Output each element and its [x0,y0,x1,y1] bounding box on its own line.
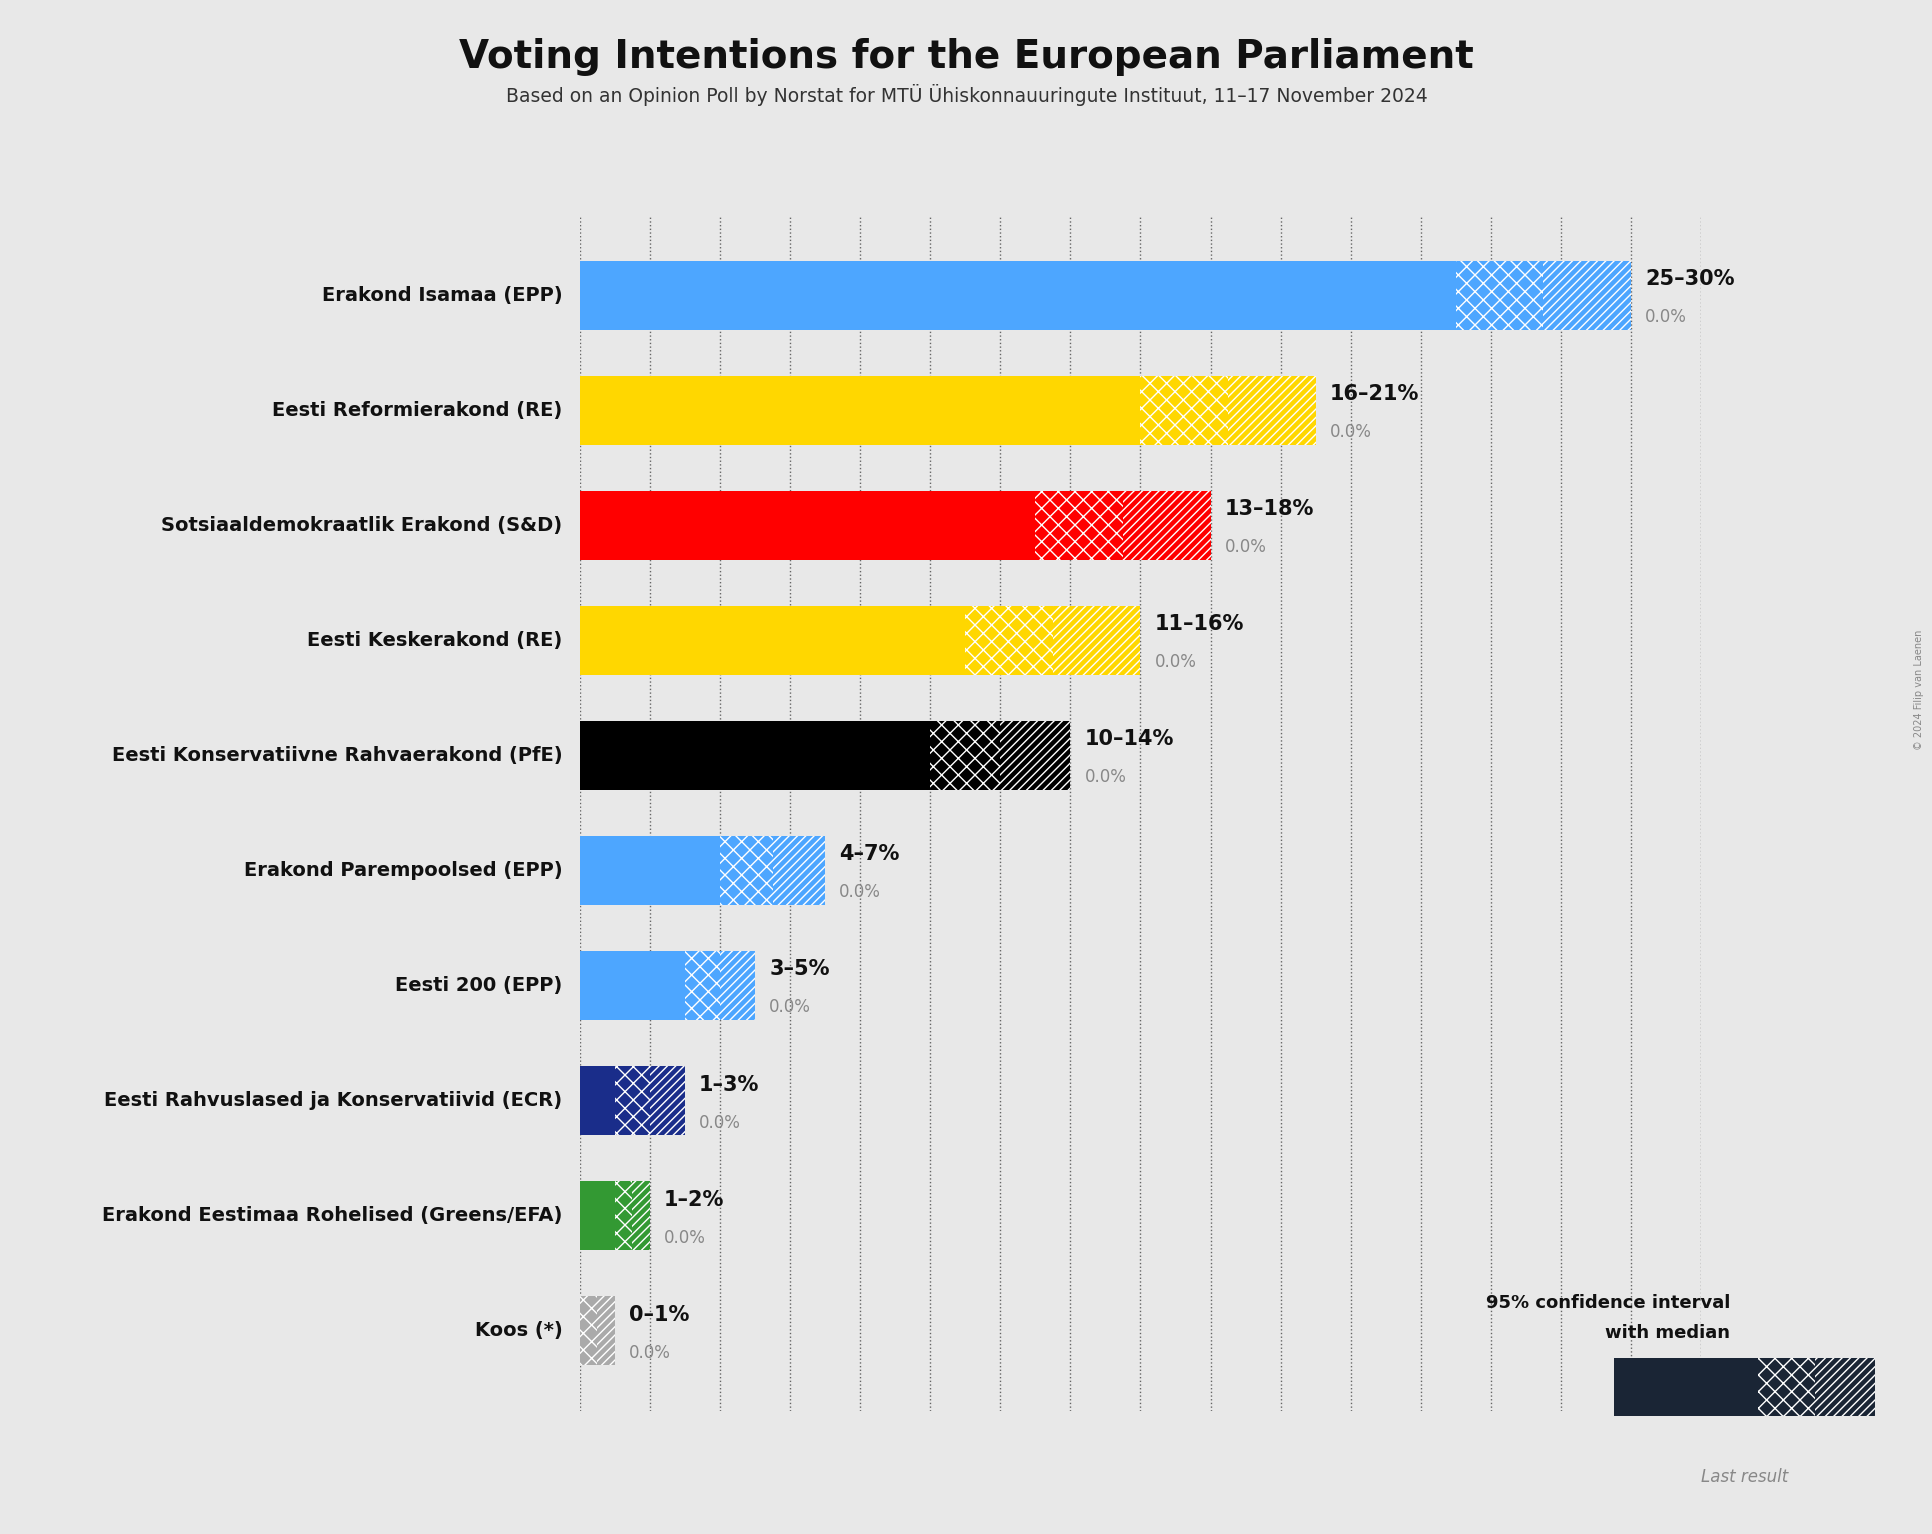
Bar [964,606,1053,675]
Bar [719,951,755,1020]
Text: 0.0%: 0.0% [1329,423,1372,442]
Bar [719,836,773,905]
Text: Voting Intentions for the European Parliament: Voting Intentions for the European Parli… [460,38,1472,77]
Bar [1542,261,1631,330]
Text: 0.0%: 0.0% [1223,538,1265,557]
Bar [1053,606,1140,675]
Bar [580,606,964,675]
Bar [1455,261,1542,330]
Bar [580,1181,614,1250]
Text: Eesti Keskerakond (RE): Eesti Keskerakond (RE) [307,630,562,650]
Text: 0.0%: 0.0% [838,884,881,902]
Text: Eesti Rahvuslased ja Konservatiivid (ECR): Eesti Rahvuslased ja Konservatiivid (ECR… [104,1091,562,1111]
Bar [580,1296,597,1365]
Text: 0.0%: 0.0% [1084,769,1126,787]
Bar [1814,1358,1874,1416]
Bar [580,836,719,905]
Bar [773,836,825,905]
Text: Erakond Isamaa (EPP): Erakond Isamaa (EPP) [321,285,562,305]
Text: Eesti Konservatiivne Rahvaerakond (PfE): Eesti Konservatiivne Rahvaerakond (PfE) [112,746,562,765]
Bar [614,1066,649,1135]
Bar [1001,721,1070,790]
Text: with median: with median [1604,1324,1729,1342]
Text: 0.0%: 0.0% [1644,308,1687,327]
Bar [614,1181,632,1250]
Text: 0.0%: 0.0% [628,1344,670,1362]
Text: 0.0%: 0.0% [1153,653,1196,672]
Text: 1–3%: 1–3% [699,1074,759,1095]
Bar [1613,1358,1756,1416]
Bar [580,1066,614,1135]
Text: Eesti 200 (EPP): Eesti 200 (EPP) [394,976,562,996]
Text: 3–5%: 3–5% [769,959,829,980]
Bar [580,951,684,1020]
Text: Based on an Opinion Poll by Norstat for MTÜ Ühiskonnauuringute Instituut, 11–17 : Based on an Opinion Poll by Norstat for … [506,84,1426,106]
Bar [1122,491,1209,560]
Bar [684,951,719,1020]
Text: Koos (*): Koos (*) [475,1321,562,1341]
Bar [597,1296,614,1365]
Bar [580,721,929,790]
Text: 11–16%: 11–16% [1153,614,1242,635]
Text: 0.0%: 0.0% [769,999,811,1017]
Text: 0.0%: 0.0% [699,1114,740,1132]
Bar [580,376,1140,445]
Text: 0.0%: 0.0% [665,1229,705,1247]
Bar [1140,376,1227,445]
Bar [649,1066,684,1135]
Bar [580,491,1036,560]
Text: 25–30%: 25–30% [1644,268,1733,290]
Text: 13–18%: 13–18% [1223,499,1314,520]
Text: Erakond Parempoolsed (EPP): Erakond Parempoolsed (EPP) [243,861,562,881]
Text: 95% confidence interval: 95% confidence interval [1486,1293,1729,1312]
Text: 1–2%: 1–2% [665,1189,724,1210]
Bar [929,721,1001,790]
Text: © 2024 Filip van Laenen: © 2024 Filip van Laenen [1913,630,1924,750]
Text: 16–21%: 16–21% [1329,384,1418,405]
Text: Eesti Reformierakond (RE): Eesti Reformierakond (RE) [272,400,562,420]
Bar [1036,491,1122,560]
Text: Last result: Last result [1700,1468,1787,1486]
Bar [1227,376,1316,445]
Bar [1756,1358,1814,1416]
Text: Sotsiaaldemokraatlik Erakond (S&D): Sotsiaaldemokraatlik Erakond (S&D) [160,515,562,535]
Text: 4–7%: 4–7% [838,844,898,865]
Text: 0–1%: 0–1% [628,1304,690,1325]
Text: 10–14%: 10–14% [1084,729,1173,750]
Bar [580,261,1455,330]
Text: Erakond Eestimaa Rohelised (Greens/EFA): Erakond Eestimaa Rohelised (Greens/EFA) [102,1206,562,1226]
Bar [632,1181,649,1250]
